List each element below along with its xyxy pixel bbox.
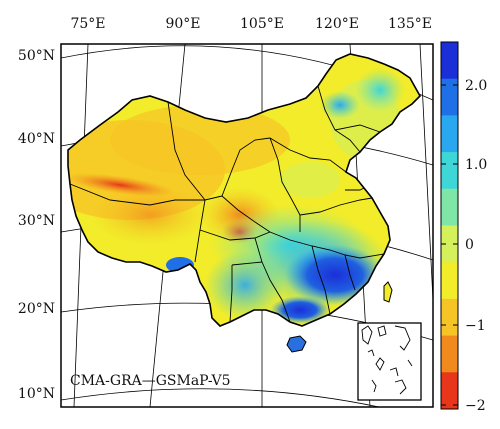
- south-china-sea-inset: [357, 322, 422, 401]
- province-borders: [69, 85, 385, 323]
- colorbar-band: [441, 298, 458, 337]
- meridian-135e: [419, 44, 433, 301]
- longitude-labels: 75°E 90°E 105°E 120°E 135°E: [70, 16, 432, 32]
- colorbar-band: [441, 372, 458, 410]
- lat-label-20n: 20°N: [18, 301, 55, 317]
- colorbar-tick-1: 1.0: [465, 157, 487, 173]
- lon-label-135e: 135°E: [388, 16, 432, 32]
- lon-label-105e: 105°E: [240, 16, 284, 32]
- parallel-10n: [61, 388, 381, 407]
- colorbar-band: [441, 188, 458, 226]
- colorbar-band: [441, 78, 458, 116]
- colorbar-tick-minus-2: −2: [465, 398, 486, 414]
- lon-label-75e: 75°E: [70, 16, 105, 32]
- lon-label-120e: 120°E: [315, 16, 359, 32]
- colorbar-tick-2: 2.0: [465, 78, 487, 94]
- colorbar-tick-marks: [441, 84, 458, 406]
- colorbar-band: [441, 262, 458, 300]
- colorbar-band: [441, 335, 458, 373]
- lat-label-40n: 40°N: [18, 131, 55, 147]
- colorbar-band: [441, 152, 458, 190]
- latitude-labels: 50°N 40°N 30°N 20°N 10°N: [18, 48, 55, 402]
- colorbar-band: [441, 115, 458, 153]
- colorbar-bands: [441, 42, 458, 410]
- lat-label-10n: 10°N: [18, 386, 55, 402]
- colorbar: 2.0 1.0 0 −1 −2: [440, 41, 487, 414]
- lon-label-90e: 90°E: [165, 16, 200, 32]
- colorbar-tick-0: 0: [465, 237, 474, 253]
- colorbar-band: [441, 42, 458, 80]
- hainan-island: [286, 335, 307, 353]
- lat-label-30n: 30°N: [18, 213, 55, 229]
- colorbar-band: [441, 225, 458, 263]
- taiwan-island: [383, 281, 393, 303]
- colorbar-tick-minus-1: −1: [465, 318, 486, 334]
- lat-label-50n: 50°N: [18, 48, 55, 64]
- china-outline: [67, 53, 421, 327]
- colorbar-frame: [440, 41, 459, 410]
- map-caption: CMA-GRA—GSMaP-V5: [70, 373, 231, 389]
